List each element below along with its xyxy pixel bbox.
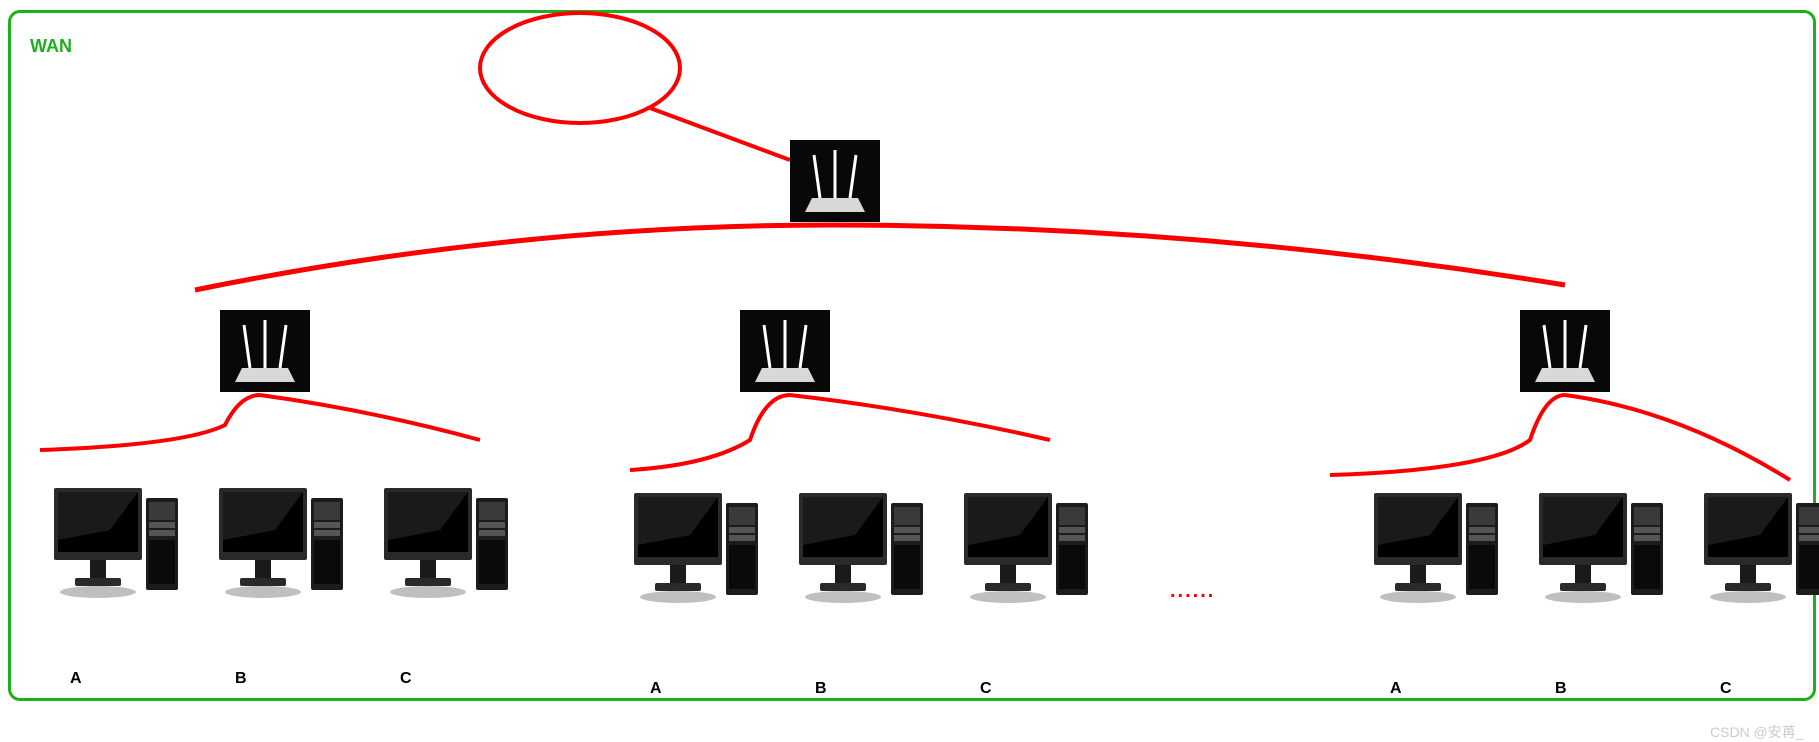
router-l2 — [740, 310, 830, 392]
pc-icon — [1535, 485, 1665, 615]
router-l3 — [1520, 310, 1610, 392]
pc-label: B — [1555, 680, 1567, 698]
router-top — [790, 140, 880, 222]
pc-label: A — [1390, 680, 1402, 698]
watermark: CSDN @安苒_ — [1710, 722, 1804, 742]
router-l1 — [220, 310, 310, 392]
pc-icon — [1700, 485, 1819, 615]
pc-label: A — [650, 680, 662, 698]
pc-icon — [960, 485, 1090, 615]
pc-icon — [630, 485, 760, 615]
pc-icon — [795, 485, 925, 615]
pc-label: B — [815, 680, 827, 698]
pc-label: C — [400, 670, 412, 688]
pc-label: A — [70, 670, 82, 688]
pc-label: C — [1720, 680, 1732, 698]
pc-icon — [50, 480, 180, 610]
pc-icon — [215, 480, 345, 610]
pc-label: B — [235, 670, 247, 688]
ellipsis: ...... — [1170, 580, 1215, 603]
pc-icon — [1370, 485, 1500, 615]
wan-label: WAN — [30, 36, 72, 57]
pc-icon — [380, 480, 510, 610]
pc-label: C — [980, 680, 992, 698]
